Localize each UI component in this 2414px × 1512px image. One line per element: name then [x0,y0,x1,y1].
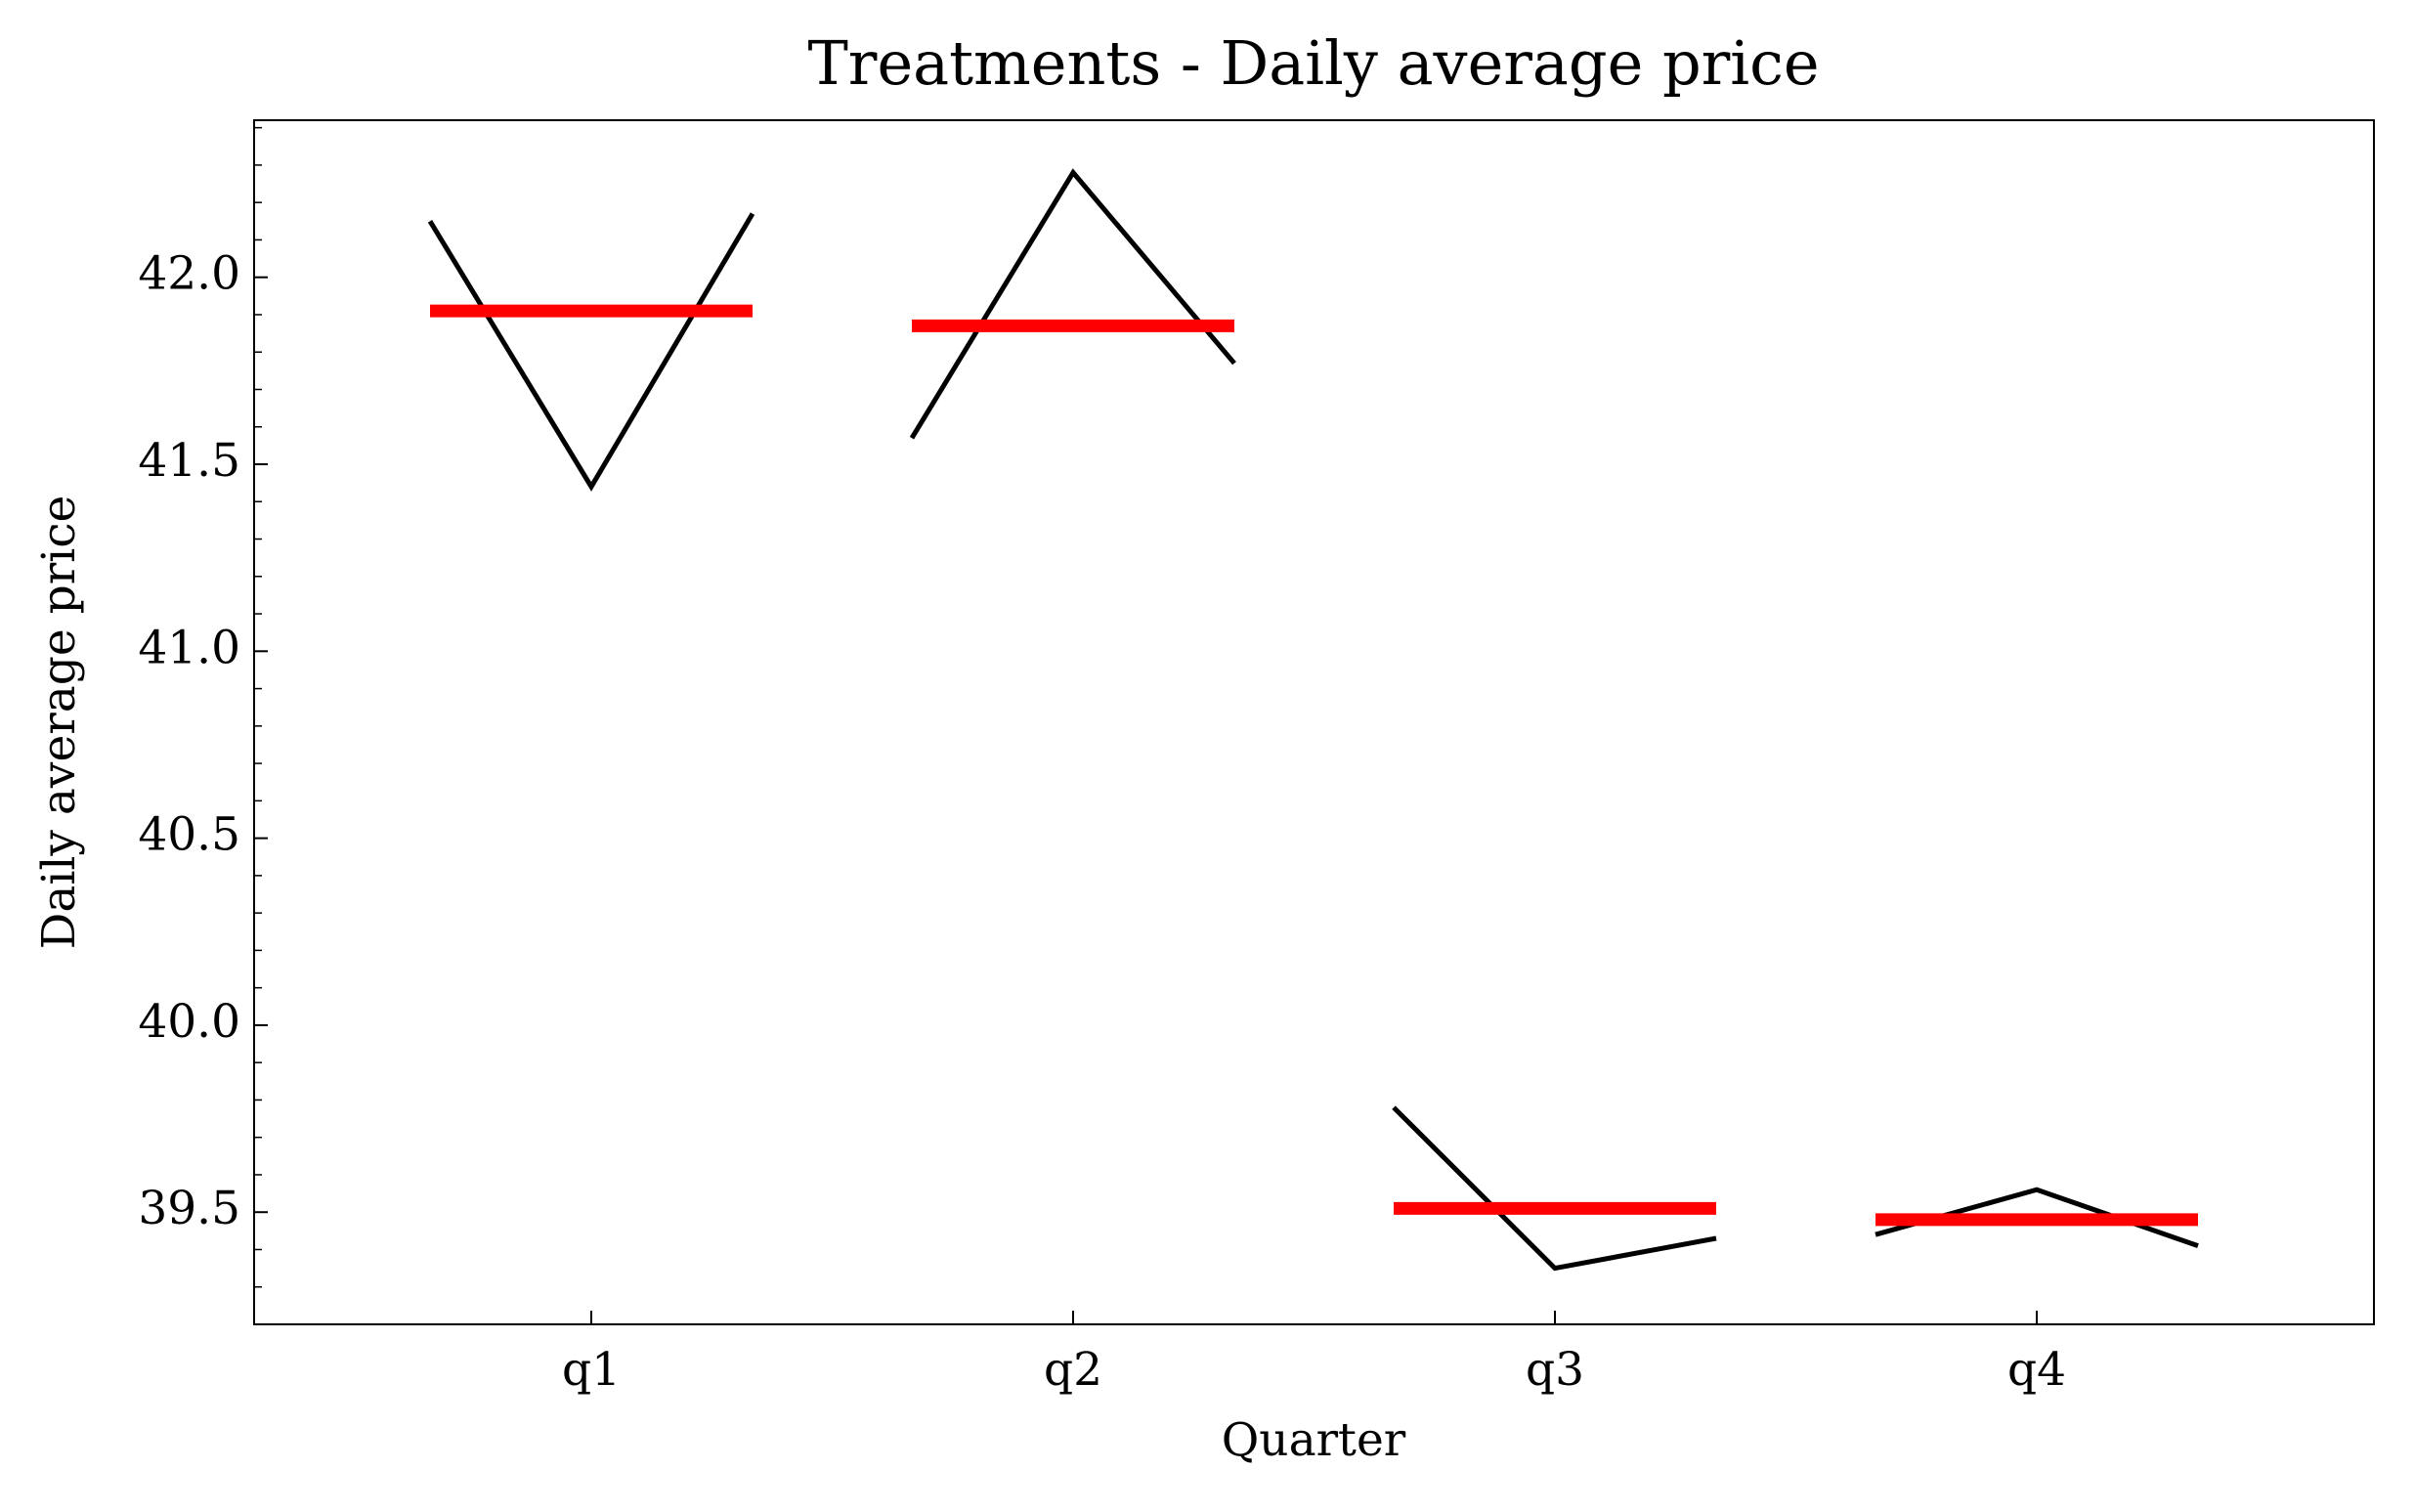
y-tick-label: 41.0 [138,621,240,674]
chart-title: Treatments - Daily average price [807,27,1819,99]
y-tick-label: 42.0 [138,247,240,301]
quarter-line [909,168,1236,440]
y-tick-label: 41.5 [138,434,240,488]
x-tick-label: q2 [1044,1343,1102,1397]
x-tick-label: q1 [562,1343,621,1397]
y-tick-label: 39.5 [138,1182,240,1235]
x-axis-label: Quarter [1222,1413,1406,1467]
x-tick-label: q3 [1526,1343,1584,1397]
x-tick-label: q4 [2007,1343,2066,1397]
quarter-line [427,212,755,492]
y-tick-label: 40.0 [138,995,240,1049]
y-tick-label: 40.5 [138,808,240,862]
y-axis-label: Daily average price [32,496,86,950]
plot-frame [253,119,2375,1325]
quarter-line [1392,1105,1717,1272]
